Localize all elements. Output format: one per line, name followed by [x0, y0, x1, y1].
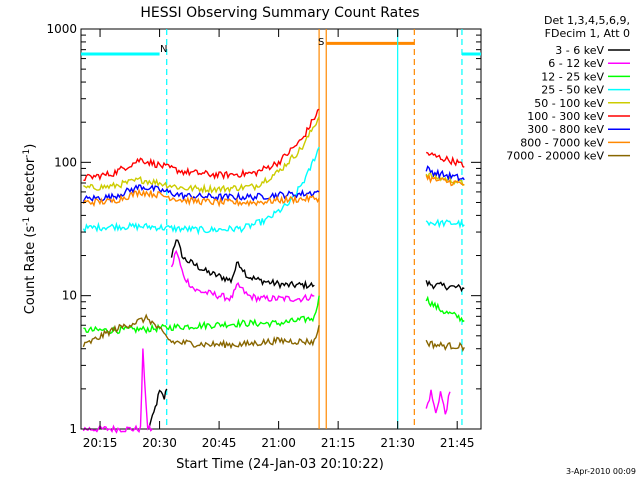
legend: Det 1,3,4,5,6,9, FDecim 1, Att 0 3 - 6 k… — [506, 14, 630, 163]
series-line — [83, 116, 320, 194]
series-line — [170, 239, 315, 291]
x-tick-label: 20:15 — [83, 436, 118, 450]
legend-label: 800 - 7000 keV — [520, 136, 604, 149]
x-tick-label: 21:15 — [321, 436, 356, 450]
series-line — [425, 174, 465, 187]
plot-frame — [80, 28, 482, 430]
y-tick-label: 10 — [62, 289, 77, 303]
legend-label: 100 - 300 keV — [527, 110, 604, 123]
y-axis-label: Count Rate (s-1 detector-1) — [22, 144, 38, 315]
series-line — [425, 218, 465, 229]
series-line — [82, 184, 320, 203]
series-line — [83, 108, 320, 182]
series-line — [82, 146, 320, 236]
series-line — [425, 389, 451, 415]
series-line — [425, 279, 465, 293]
legend-label: 6 - 12 keV — [548, 57, 604, 70]
legend-header-line-1: Det 1,3,4,5,6,9, — [544, 14, 630, 27]
series-line — [147, 388, 168, 429]
series-line — [425, 151, 465, 168]
plot-area: 20:15 20:30 20:45 21:00 21:15 21:30 21:45 1 10 10… — [46, 22, 482, 450]
series-line — [170, 249, 315, 304]
legend-label: 300 - 800 keV — [527, 123, 604, 136]
series-line — [425, 295, 465, 323]
annotation-n: N — [160, 44, 167, 55]
legend-label: 12 - 25 keV — [541, 70, 604, 83]
series-line — [425, 165, 465, 182]
chart-title: HESSI Observing Summary Count Rates — [140, 5, 419, 21]
x-tick-label: 20:45 — [202, 436, 237, 450]
legend-label: 25 - 50 keV — [541, 84, 604, 97]
y-tick-label: 1000 — [46, 22, 77, 36]
series-line — [82, 348, 153, 434]
footer-timestamp: 3-Apr-2010 00:09 — [566, 467, 636, 476]
x-axis-label: Start Time (24-Jan-03 20:10:22) — [176, 457, 384, 472]
legend-header-line-2: FDecim 1, Att 0 — [545, 27, 630, 40]
series-line — [82, 188, 320, 208]
x-tick-label: 21:30 — [380, 436, 415, 450]
series-line — [82, 313, 320, 350]
x-tick-label: 21:45 — [440, 436, 475, 450]
x-tick-label: 20:30 — [142, 436, 177, 450]
annotation-s: S — [318, 37, 324, 48]
series-line — [83, 295, 320, 335]
y-tick-label: 100 — [54, 155, 77, 169]
legend-label: 50 - 100 keV — [534, 97, 604, 110]
legend-label: 7000 - 20000 keV — [506, 150, 604, 163]
y-tick-label: 1 — [69, 422, 77, 436]
legend-label: 3 - 6 keV — [555, 44, 604, 57]
series-line — [425, 339, 465, 352]
x-tick-label: 21:00 — [261, 436, 296, 450]
